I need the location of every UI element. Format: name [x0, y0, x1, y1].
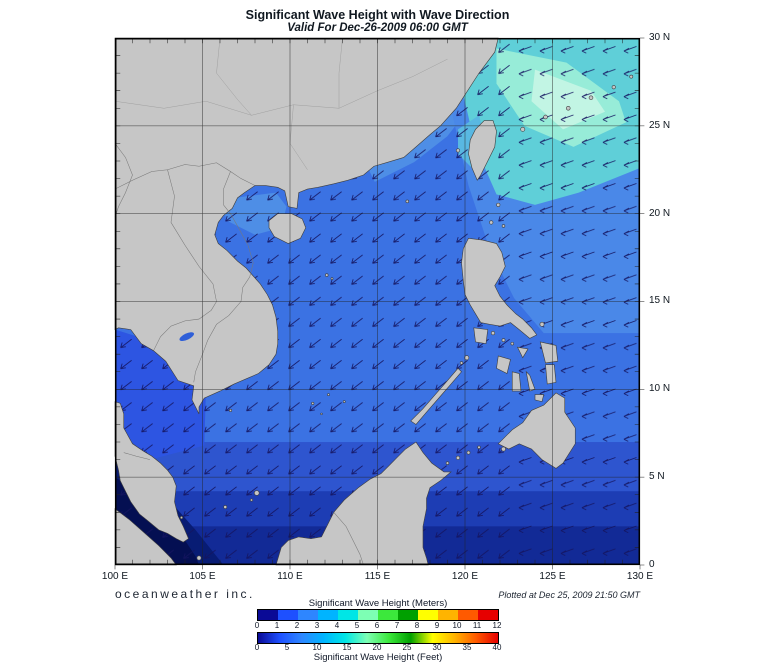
land-panay [496, 355, 511, 374]
axis-minor-ticks [114, 37, 645, 570]
meters-tick-value: 4 [334, 621, 340, 630]
meters-tick-value: 8 [414, 621, 420, 630]
meters-tick-value: 10 [452, 621, 462, 630]
land-borneo [275, 441, 452, 566]
page-title: Significant Wave Height with Wave Direct… [245, 8, 510, 22]
land-mindanao [497, 392, 576, 469]
colorbar-segment [438, 610, 458, 620]
feet-colorbar [257, 632, 499, 644]
colorbar-segment [358, 610, 378, 620]
land-negros [511, 371, 522, 392]
map-svg [114, 37, 645, 570]
plotted-at-text: Plotted at Dec 25, 2009 21:50 GMT [498, 590, 640, 600]
feet-tick-value: 10 [312, 643, 322, 652]
colorbar-segment [318, 610, 338, 620]
feet-tick-value: 30 [432, 643, 442, 652]
meters-tick-value: 9 [434, 621, 440, 630]
x-tick-label: 125 E [539, 571, 566, 582]
land-masbate [516, 346, 529, 359]
meters-tick-value: 12 [492, 621, 502, 630]
land-malay-peninsula [114, 401, 189, 543]
country-borders [114, 143, 364, 566]
feet-tick-value: 5 [284, 643, 290, 652]
land-leyte [545, 364, 557, 385]
feet-tick-value: 0 [254, 643, 260, 652]
land-taiwan [468, 120, 497, 181]
grid-lines [115, 38, 640, 565]
y-tick-label: 15 N [649, 295, 671, 307]
y-tick-label: 10 N [649, 383, 671, 395]
x-tick-label: 110 E [277, 571, 303, 582]
x-tick-label: 120 E [451, 571, 479, 582]
x-tick-label: 130 E [626, 571, 654, 582]
x-tick-label: 105 E [189, 571, 216, 582]
x-tick-label: 115 E [364, 571, 391, 582]
colorbar-segment [338, 610, 358, 620]
map-border [114, 37, 641, 566]
land-samar [539, 341, 559, 364]
land-mainland-asia [114, 37, 499, 415]
valid-time-subtitle: Valid For Dec-26-2009 06:00 GMT [287, 22, 468, 34]
colorbar-segment [478, 610, 498, 620]
branding-text: oceanweather inc. [115, 587, 255, 601]
feet-tick-value: 25 [402, 643, 412, 652]
lake-tonle-sap [179, 332, 195, 342]
colorbar-segment [378, 610, 398, 620]
meters-tick-value: 6 [374, 621, 380, 630]
meters-legend-label: Significant Wave Height (Meters) [308, 598, 448, 609]
meters-tick-value: 11 [472, 621, 482, 630]
colorbar-segment [458, 610, 478, 620]
meters-colorbar-ticks: 0 1 2 3 4 5 6 7 8 9 10 11 12 [254, 621, 502, 630]
meters-tick-value: 3 [314, 621, 320, 630]
colorbar-segment [298, 610, 318, 620]
colorbar-segment [398, 610, 418, 620]
feet-tick-value: 15 [342, 643, 352, 652]
colorbar-segment [278, 610, 298, 620]
feet-legend-label: Significant Wave Height (Feet) [313, 652, 443, 663]
meters-tick-value: 0 [254, 621, 260, 630]
y-tick-label: 0 [649, 558, 655, 570]
meters-tick-value: 7 [394, 621, 400, 630]
land-mindoro [473, 327, 489, 345]
feet-tick-value: 40 [492, 643, 502, 652]
land-palawan [410, 367, 462, 425]
feet-tick-value: 35 [462, 643, 472, 652]
feet-tick-value: 20 [372, 643, 382, 652]
landmasses [114, 37, 634, 566]
y-tick-label: 20 N [649, 207, 671, 219]
meters-tick-value: 2 [294, 621, 300, 630]
meters-tick-value: 5 [354, 621, 360, 630]
y-tick-label: 30 N [649, 32, 671, 43]
land-luzon [461, 237, 538, 339]
colorbar-segment [418, 610, 438, 620]
x-tick-label: 100 E [101, 571, 129, 582]
colorbar-segment [258, 610, 278, 620]
meters-colorbar [257, 609, 499, 621]
feet-colorbar-ticks: 0 5 10 15 20 25 30 35 40 [254, 643, 502, 652]
y-tick-label: 5 N [649, 471, 665, 483]
map [114, 37, 645, 570]
y-tick-label: 25 N [649, 119, 671, 131]
land-bohol [534, 394, 545, 403]
meters-tick-value: 1 [274, 621, 280, 630]
